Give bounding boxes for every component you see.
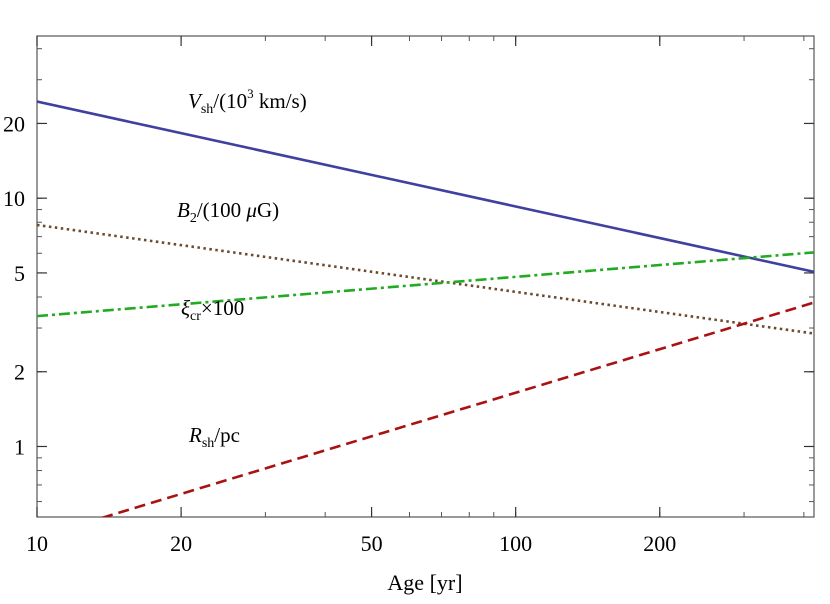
series-line-xicr	[37, 251, 814, 318]
y-tick-label: 10	[3, 186, 25, 211]
y-tick-label: 2	[14, 360, 25, 385]
tick-marks	[36, 36, 814, 517]
plot-frame	[36, 35, 815, 518]
x-tick-label: 50	[361, 531, 383, 556]
series-line-b2	[37, 223, 814, 335]
tick-labels: 10 20 50 100 200 1 2 5 10 20	[3, 111, 676, 556]
y-tick-label: 5	[14, 261, 25, 286]
y-tick-label: 1	[14, 434, 25, 459]
annotation-xicr: ξcr×100	[181, 296, 244, 324]
annotation-rsh: Rsh/pc	[188, 423, 240, 451]
annotation-vsh: Vsh/(103 km/s)	[188, 86, 307, 117]
series-line-vsh	[37, 100, 814, 274]
series-annotations: Vsh/(103 km/s) B2/(100 μG) ξcr×100 Rsh/pc	[177, 86, 307, 451]
x-axis-title: Age [yr]	[387, 570, 462, 595]
series-lines	[37, 100, 814, 517]
series-line-rsh	[100, 301, 814, 517]
x-tick-label: 20	[170, 531, 192, 556]
x-tick-label: 200	[643, 531, 676, 556]
y-tick-label: 20	[3, 111, 25, 136]
annotation-b2: B2/(100 μG)	[177, 198, 279, 226]
x-tick-label: 100	[499, 531, 532, 556]
x-tick-label: 10	[26, 531, 48, 556]
